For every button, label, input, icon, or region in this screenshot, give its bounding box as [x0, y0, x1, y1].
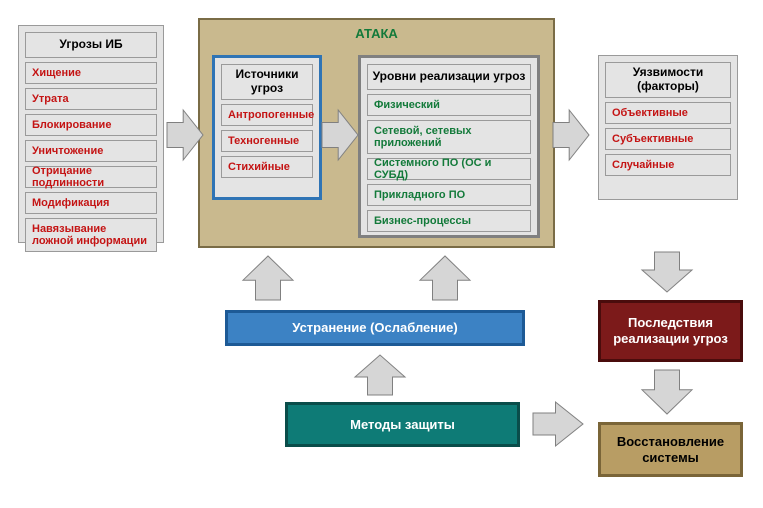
- threats-panel: Угрозы ИБ Хищение Утрата Блокирование Уничто…: [18, 25, 164, 243]
- panel-header: Уязвимости (факторы): [605, 62, 731, 98]
- panel-header: Источники угроз: [221, 64, 313, 100]
- attack-title: АТАКА: [200, 24, 553, 42]
- levels-panel: Уровни реализации угроз Физический Сетевой…: [358, 55, 540, 238]
- methods-box: Методы защиты: [285, 402, 520, 447]
- consequences-box: Последствия реализации угроз: [598, 300, 743, 362]
- vulnerabilities-panel: Уязвимости (факторы) Объективные Субъектив…: [598, 55, 738, 200]
- panel-item: Бизнес-процессы: [367, 210, 531, 232]
- panel-item: Объективные: [605, 102, 731, 124]
- panel-item: Прикладного ПО: [367, 184, 531, 206]
- panel-item: Случайные: [605, 154, 731, 176]
- panel-item: Модификация: [25, 192, 157, 214]
- panel-item: Блокирование: [25, 114, 157, 136]
- panel-item: Системного ПО (ОС и СУБД): [367, 158, 531, 180]
- mitigation-box: Устранение (Ослабление): [225, 310, 525, 346]
- panel-item: Уничтожение: [25, 140, 157, 162]
- panel-item: Техногенные: [221, 130, 313, 152]
- panel-item: Отрицание подлинности: [25, 166, 157, 188]
- panel-item: Стихийные: [221, 156, 313, 178]
- restore-box: Восстановление системы: [598, 422, 743, 477]
- panel-item: Хищение: [25, 62, 157, 84]
- sources-panel: Источники угроз Антропогенные Техногенные С…: [212, 55, 322, 200]
- panel-item: Навязывание ложной информации: [25, 218, 157, 252]
- panel-item: Утрата: [25, 88, 157, 110]
- panel-header: Угрозы ИБ: [25, 32, 157, 58]
- panel-item: Субъективные: [605, 128, 731, 150]
- panel-item: Физический: [367, 94, 531, 116]
- panel-header: Уровни реализации угроз: [367, 64, 531, 90]
- panel-item: Сетевой, сетевых приложений: [367, 120, 531, 154]
- panel-item: Антропогенные: [221, 104, 313, 126]
